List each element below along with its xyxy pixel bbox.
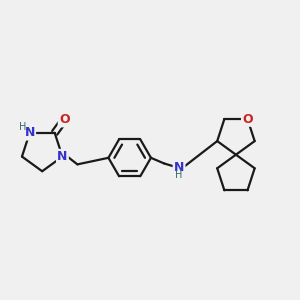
Text: H: H bbox=[19, 122, 26, 132]
Text: O: O bbox=[59, 113, 70, 126]
Text: N: N bbox=[57, 150, 68, 163]
Text: N: N bbox=[25, 126, 35, 139]
Text: H: H bbox=[176, 170, 183, 180]
Text: N: N bbox=[174, 161, 184, 174]
Text: O: O bbox=[242, 112, 253, 126]
